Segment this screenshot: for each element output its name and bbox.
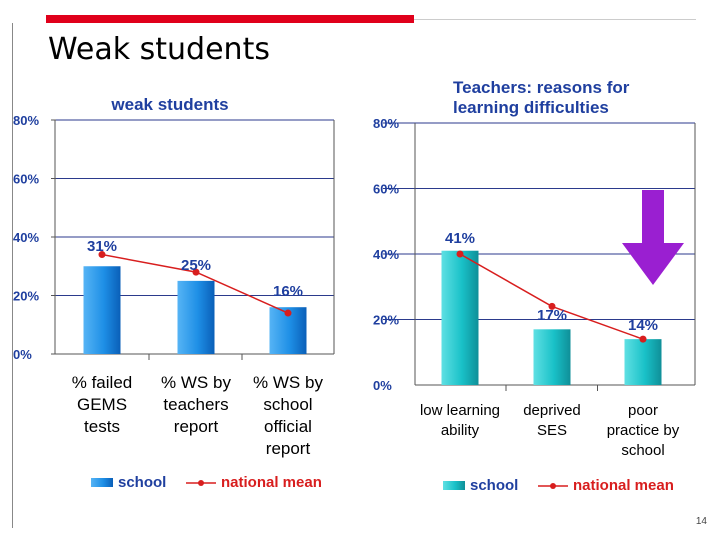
category-label-left: GEMS — [77, 395, 127, 414]
category-label-left: teachers — [163, 395, 228, 414]
legend-label-mean-right: national mean — [573, 477, 674, 494]
bar-school-right-1 — [533, 329, 571, 385]
data-label-right-2: 14% — [628, 317, 658, 334]
y-tick-label-left: 60% — [13, 172, 39, 187]
category-label-left: report — [266, 439, 311, 458]
data-label-left-1: 25% — [181, 257, 211, 274]
data-label-right-0: 41% — [445, 230, 475, 247]
bar-school-left-0 — [83, 266, 121, 354]
category-label-left: school — [263, 395, 312, 414]
y-tick-label-right: 0% — [373, 378, 392, 393]
y-tick-label-right: 60% — [373, 182, 399, 197]
legend-label-mean-left: national mean — [221, 474, 322, 491]
legend-swatch-school-left — [91, 478, 113, 487]
national-mean-point-left-0 — [98, 251, 106, 259]
y-tick-label-left: 20% — [13, 289, 39, 304]
y-tick-label-left: 80% — [13, 113, 39, 128]
down-arrow-annotation — [622, 190, 684, 285]
bar-school-right-2 — [624, 339, 662, 385]
legend-swatch-mean-point-right — [550, 483, 556, 489]
category-label-right: practice by — [607, 422, 680, 439]
category-label-right: school — [621, 442, 664, 459]
category-label-left: tests — [84, 417, 120, 436]
y-tick-label-left: 0% — [13, 347, 32, 362]
category-label-right: low learning — [420, 402, 500, 419]
bar-school-right-0 — [441, 250, 479, 385]
category-label-left: % WS by — [253, 373, 323, 392]
chart-title-right: learning difficulties — [453, 98, 609, 117]
title-accent-bar — [46, 15, 414, 23]
legend-label-school-left: school — [118, 474, 166, 491]
chart-title-left: weak students — [110, 95, 228, 114]
chart-title-right: Teachers: reasons for — [453, 78, 630, 97]
y-tick-label-left: 40% — [13, 230, 39, 245]
legend-swatch-mean-point-left — [198, 480, 204, 486]
category-label-left: official — [264, 417, 312, 436]
category-label-right: deprived — [523, 402, 581, 419]
slide-title: Weak students — [48, 32, 270, 67]
bar-school-left-1 — [177, 280, 215, 354]
category-label-left: report — [174, 417, 219, 436]
national-mean-point-left-2 — [284, 309, 292, 317]
category-label-right: poor — [628, 402, 658, 419]
national-mean-point-right-1 — [548, 302, 556, 310]
national-mean-point-right-0 — [456, 250, 464, 258]
national-mean-point-right-2 — [639, 335, 647, 343]
y-tick-label-right: 40% — [373, 247, 399, 262]
data-label-left-0: 31% — [87, 238, 117, 255]
title-accent-line — [414, 19, 696, 20]
national-mean-point-left-1 — [192, 268, 200, 276]
data-label-left-2: 16% — [273, 283, 303, 300]
legend-swatch-school-right — [443, 481, 465, 490]
category-label-left: % failed — [72, 373, 132, 392]
data-label-right-1: 17% — [537, 307, 567, 324]
legend-label-school-right: school — [470, 477, 518, 494]
y-tick-label-right: 80% — [373, 116, 399, 131]
national-mean-line-right — [459, 253, 644, 340]
category-label-right: ability — [441, 422, 480, 439]
slide-left-border — [12, 23, 13, 528]
category-label-left: % WS by — [161, 373, 231, 392]
category-label-right: SES — [537, 422, 567, 439]
y-tick-label-right: 20% — [373, 313, 399, 328]
page-number: 14 — [695, 516, 707, 527]
